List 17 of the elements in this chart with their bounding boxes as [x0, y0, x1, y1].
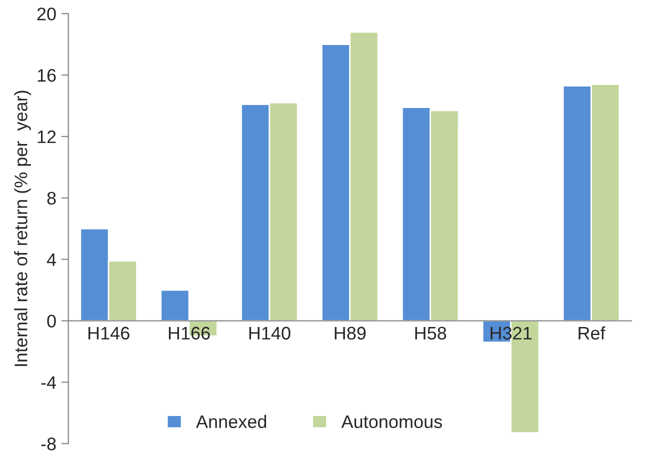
y-tick-label: 0: [47, 314, 56, 328]
y-axis-title: Internal rate of return (% per year): [14, 90, 31, 366]
y-tick-label: 20: [37, 8, 56, 20]
legend-label: Autonomous: [341, 416, 442, 428]
x-tick-label: H166: [168, 326, 210, 340]
y-tick-label: 12: [38, 130, 56, 144]
y-tick-label: 4: [46, 253, 56, 266]
legend-label: Annexed: [196, 414, 266, 428]
x-tick-label: H89: [334, 326, 366, 340]
y-tick-label: 8: [47, 192, 56, 205]
x-tick-label: H146: [88, 326, 130, 340]
x-tick-label: H140: [249, 326, 290, 340]
x-tick-label: H58: [415, 326, 446, 340]
y-tick-label: 16: [38, 69, 56, 82]
x-tick-label: Ref: [578, 326, 606, 340]
y-tick-label: -8: [41, 438, 56, 450]
y-tick-label: -4: [41, 376, 56, 389]
